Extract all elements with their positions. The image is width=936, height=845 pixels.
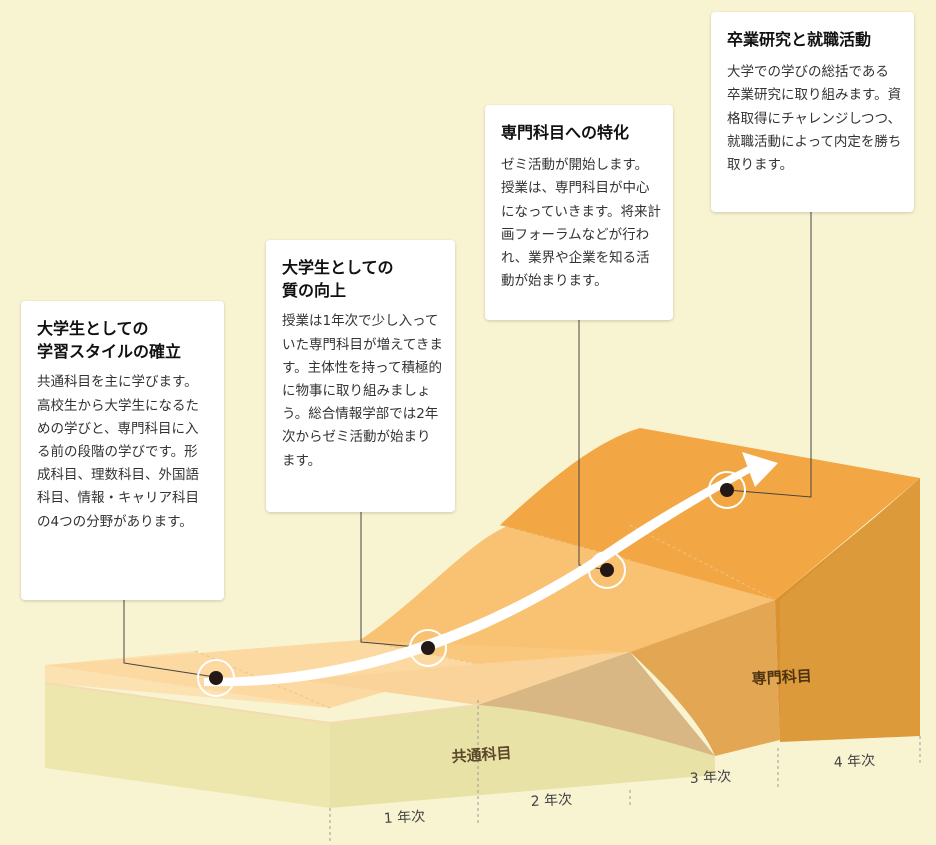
stage-2-body: 授業は1年次で少し入っていた専門科目が増えてきます。主体性を持って積極的に物事に… — [282, 313, 443, 469]
common-zone-wall — [45, 683, 330, 808]
milestone-ring-1 — [197, 659, 235, 697]
milestone-dot-4 — [720, 483, 734, 497]
milestone-ring-4 — [708, 471, 746, 509]
year-label-3: 3 年次 — [689, 769, 731, 787]
common-zone-label: 共通科目 — [451, 744, 512, 766]
stage-1-title-line2: 学習スタイルの確立 — [37, 342, 182, 362]
stage-1-title: 大学生としての 学習スタイルの確立 — [37, 317, 210, 363]
milestone-ring-3 — [588, 551, 626, 589]
stage-4-body: 大学での学びの総括である卒業研究に取り組みます。資格取得にチャレンジしつつ、就職… — [727, 64, 902, 174]
milestone-dot-3 — [600, 563, 614, 577]
common-zone-wall-front — [330, 705, 715, 808]
surface-year-4 — [500, 428, 920, 600]
year-label-1: 1 年次 — [383, 809, 425, 827]
leader-lines — [123, 212, 812, 678]
progress-arrow-head — [742, 452, 778, 487]
stage-card-3: 専門科目への特化 ゼミ活動が開始します。授業は、専門科目が中心になっていきます。… — [485, 105, 673, 320]
stage-1-body: 共通科目を主に学びます。高校生から大学生になるための学びと、専門科目に入る前の段… — [37, 374, 199, 530]
year-label-2: 2 年次 — [530, 792, 572, 810]
stage-2-title-line2: 質の向上 — [282, 281, 347, 301]
specialized-zone-wall — [630, 600, 780, 756]
year-dividers — [329, 700, 921, 842]
stage-2-title: 大学生としての 質の向上 — [282, 256, 443, 302]
stage-card-2: 大学生としての 質の向上 授業は1年次で少し入っていた専門科目が増えてきます。主… — [266, 240, 455, 512]
stage-3-title: 専門科目への特化 — [501, 121, 661, 144]
surface-year-2b — [300, 652, 630, 705]
specialized-zone-label: 専門科目 — [751, 667, 812, 688]
front-top-edge — [44, 682, 479, 725]
stage-1-title-line1: 大学生としての — [37, 319, 149, 338]
stage-4-title: 卒業研究と就職活動 — [727, 28, 902, 51]
stage-2-title-line1: 大学生としての — [282, 258, 394, 277]
milestone-ring-2 — [409, 629, 447, 667]
year-label-4: 4 年次 — [833, 753, 875, 771]
stage-card-4: 卒業研究と就職活動 大学での学びの総括である卒業研究に取り組みます。資格取得にチ… — [711, 12, 914, 212]
milestone-dot-1 — [209, 671, 223, 685]
milestone-dot-2 — [421, 641, 435, 655]
stage-4-title-line1: 卒業研究と就職活動 — [727, 30, 872, 49]
surface-year-1-top — [45, 640, 478, 708]
specialized-zone-wall-side — [780, 478, 920, 742]
stage-card-1: 大学生としての 学習スタイルの確立 共通科目を主に学びます。高校生から大学生にな… — [21, 301, 224, 600]
milestones — [197, 471, 746, 697]
stage-3-body: ゼミ活動が開始します。授業は、専門科目が中心になっていきます。将来計画フォーラム… — [501, 157, 661, 290]
stage-3-title-line1: 専門科目への特化 — [501, 123, 630, 142]
